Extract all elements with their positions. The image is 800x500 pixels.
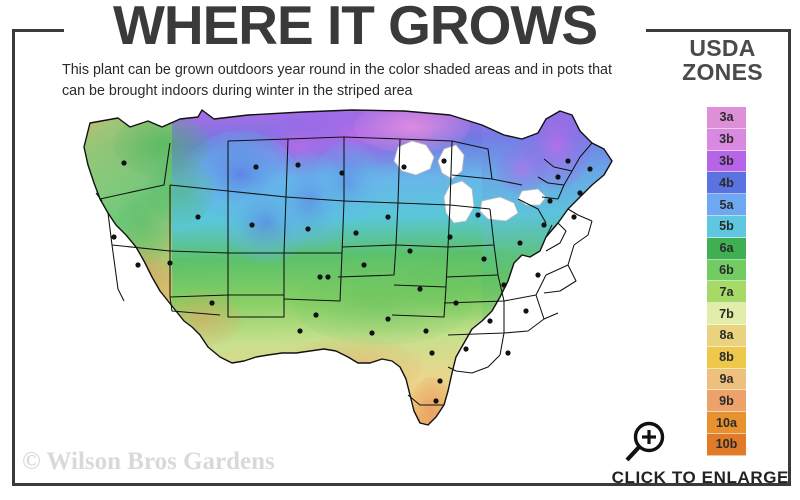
legend-swatch-4b[interactable]: 4b (707, 172, 746, 195)
legend-swatch-label: 3b (719, 153, 734, 168)
legend-title-line2: ZONES (682, 59, 763, 85)
copyright-watermark: © Wilson Bros Gardens (22, 448, 275, 475)
frame-bottom-border (12, 483, 791, 486)
legend-swatch-label: 7a (719, 284, 734, 299)
legend-swatch-10b[interactable]: 10b (707, 433, 746, 456)
legend-swatch-3a[interactable]: 3a (707, 107, 746, 129)
legend-swatch-label: 6a (719, 241, 734, 256)
legend-swatch-label: 5b (719, 219, 734, 234)
legend-swatch-label: 9b (719, 393, 734, 408)
frame-top-right-border (646, 29, 791, 32)
legend-swatch-7b[interactable]: 7b (707, 303, 746, 325)
legend-swatch-label: 3a (719, 110, 734, 125)
legend-swatch-6a[interactable]: 6a (707, 237, 746, 260)
legend-swatch-label: 8b (719, 350, 734, 365)
state-boundaries (83, 109, 613, 426)
map-zone-fill (84, 110, 612, 425)
frame-top-left-border (12, 29, 64, 32)
legend-swatch-label: 4b (719, 175, 734, 190)
usda-zone-map[interactable] (52, 105, 652, 450)
legend-swatch-5a[interactable]: 5a (707, 194, 746, 216)
legend-swatch-9a[interactable]: 9a (707, 368, 746, 391)
legend-swatch-10a[interactable]: 10a (707, 412, 746, 434)
frame-right-border (788, 29, 791, 486)
legend-swatch-6b[interactable]: 6b (707, 259, 746, 282)
usda-zone-legend[interactable]: 3a 3b 3b 4b 5a 5b 6a 6b 7a 7b 8a 8b 9a 9… (707, 107, 746, 456)
legend-swatch-8b[interactable]: 8b (707, 346, 746, 369)
city-dot-markers (111, 158, 593, 404)
legend-swatch-label: 8a (719, 328, 734, 343)
legend-swatch-label: 5a (719, 197, 734, 212)
legend-swatch-7a[interactable]: 7a (707, 281, 746, 304)
legend-swatch-9b[interactable]: 9b (707, 390, 746, 413)
legend-swatch-5b[interactable]: 5b (707, 215, 746, 238)
page-subtitle: This plant can be grown outdoors year ro… (62, 62, 612, 99)
legend-swatch-8a[interactable]: 8a (707, 324, 746, 347)
legend-swatch-label: 7b (719, 306, 734, 321)
legend-swatch-label: 9a (719, 371, 734, 386)
legend-swatch-label: 6b (719, 262, 734, 277)
legend-swatch-label: 3b (719, 132, 734, 147)
click-to-enlarge-label[interactable]: CLICK TO ENLARGE (611, 468, 789, 487)
legend-swatch-3b-2[interactable]: 3b (707, 150, 746, 173)
magnifier-plus-icon[interactable] (622, 419, 668, 465)
legend-swatch-3b[interactable]: 3b (707, 128, 746, 151)
legend-swatch-label: 10b (715, 437, 738, 452)
legend-title-line1: USDA (689, 35, 756, 61)
usa-map-svg (83, 109, 613, 426)
legend-title: USDA ZONES (660, 36, 785, 84)
frame-left-border (12, 29, 15, 486)
legend-swatch-label: 10a (715, 415, 737, 430)
page-title: WHERE IT GROWS (112, 0, 598, 56)
